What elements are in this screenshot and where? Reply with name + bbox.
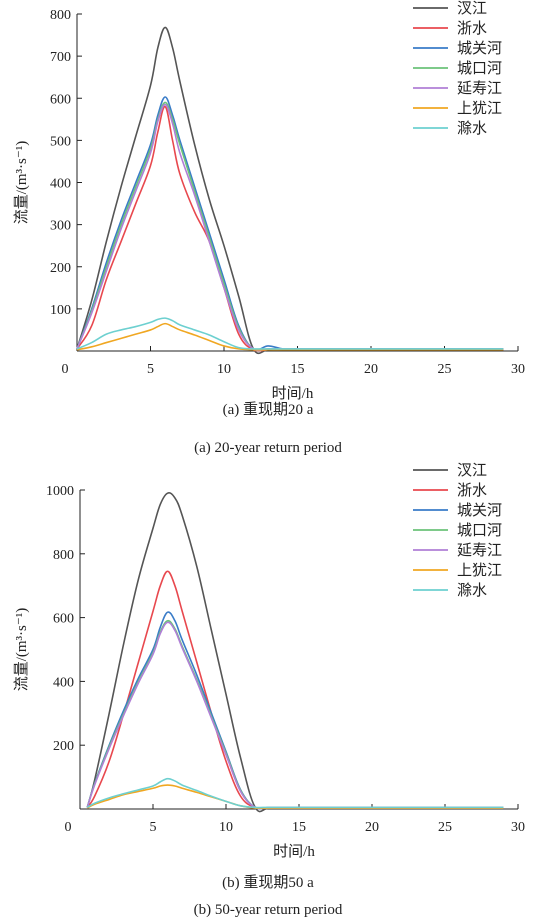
y-tick-label: 500	[50, 134, 71, 149]
y-axis-label: 流量/(m³·s⁻¹)	[13, 608, 30, 692]
series-line-7	[76, 317, 504, 350]
caption-en: (a) 20-year return period	[194, 440, 342, 456]
x-tick-label: 10	[217, 362, 231, 377]
x-tick-label: 30	[511, 362, 525, 377]
y-tick-label: 800	[50, 8, 71, 23]
x-tick-label: 0	[65, 820, 72, 835]
legend-label: 浙水	[457, 20, 487, 37]
x-axis-label: 时间/h	[272, 385, 314, 402]
series-line-3	[86, 611, 504, 810]
y-tick-label: 800	[53, 548, 74, 563]
series-line-2	[76, 105, 504, 352]
legend-label: 延寿江	[457, 542, 502, 559]
series-line-6	[86, 784, 504, 810]
x-tick-label: 25	[438, 362, 452, 377]
y-tick-label: 100	[50, 303, 71, 318]
x-tick-label: 25	[438, 820, 452, 835]
legend-label: 汊江	[457, 0, 487, 17]
y-tick-label: 200	[50, 261, 71, 276]
legend-label: 城口河	[457, 60, 502, 77]
x-axis-label: 时间/h	[273, 843, 315, 860]
legend-label: 城关河	[457, 40, 502, 57]
y-axis-label: 流量/(m³·s⁻¹)	[13, 141, 30, 225]
legend-label: 滁水	[457, 120, 487, 137]
series-line-7	[86, 777, 504, 809]
legend-label: 延寿江	[457, 80, 502, 97]
legend-label: 城关河	[457, 502, 502, 519]
y-tick-label: 400	[50, 177, 71, 192]
series-line-1	[86, 492, 504, 813]
x-tick-label: 15	[291, 362, 305, 377]
series-line-4	[86, 619, 504, 810]
x-tick-label: 0	[62, 362, 69, 377]
legend-label: 上犹江	[457, 100, 502, 117]
series-line-6	[76, 322, 504, 351]
caption-cn: (a) 重现期20 a	[223, 401, 314, 418]
legend-label: 上犹江	[457, 562, 502, 579]
legend-label: 汊江	[457, 462, 487, 479]
x-tick-label: 30	[511, 820, 525, 835]
series-line-4	[76, 101, 504, 352]
y-tick-label: 400	[53, 675, 74, 690]
y-tick-label: 700	[50, 50, 71, 65]
x-tick-label: 5	[150, 820, 157, 835]
legend-label: 滁水	[457, 582, 487, 599]
x-tick-label: 15	[292, 820, 306, 835]
legend-label: 浙水	[457, 482, 487, 499]
chart-1: 100 200 300 400 500 600 700 800 0 5 10 15 20 25 30 时间/h…	[13, 0, 525, 456]
x-tick-label: 20	[365, 820, 379, 835]
series-line-2	[86, 570, 504, 810]
x-tick-label: 20	[364, 362, 378, 377]
caption-cn: (b) 重现期50 a	[222, 874, 314, 891]
caption-en: (b) 50-year return period	[194, 902, 343, 918]
x-tick-label: 10	[219, 820, 233, 835]
y-tick-label: 200	[53, 739, 74, 754]
y-tick-label: 600	[53, 612, 74, 627]
x-tick-label: 5	[147, 362, 154, 377]
series-line-3	[76, 96, 504, 351]
y-tick-label: 1000	[46, 484, 74, 499]
chart-2: 200 400 600 800 1000 0 5 10 15 20 25 30 时间/h 流量/(m³·s…	[13, 462, 525, 918]
y-tick-label: 600	[50, 92, 71, 107]
series-line-5	[76, 103, 504, 352]
y-tick-label: 300	[50, 219, 71, 234]
legend-label: 城口河	[457, 522, 502, 539]
series-line-5	[86, 621, 504, 810]
